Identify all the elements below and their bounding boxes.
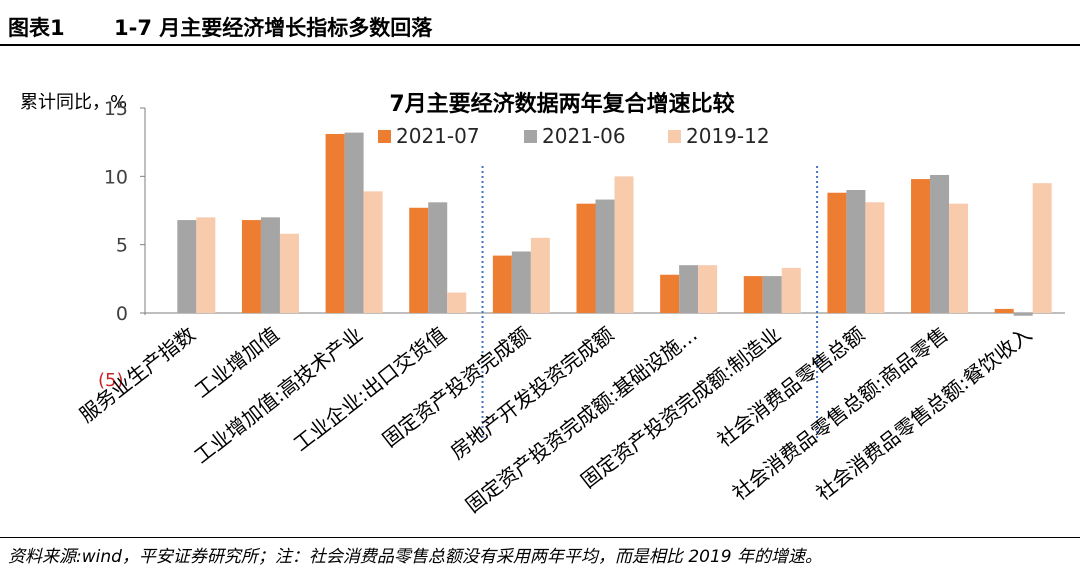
bar-2021-07 [743,276,763,313]
legend-swatch [668,130,681,143]
y-tick-label: 0 [116,303,128,325]
bar-2019-12 [530,237,550,313]
legend-swatch [524,130,537,143]
bar-2021-06 [428,202,448,313]
chart-title: 7月主要经济数据两年复合增速比较 [389,91,734,117]
figure-label: 图表1 [8,16,65,40]
bar-2019-12 [279,233,299,313]
bar-2019-12 [196,217,216,313]
bar-2021-06 [595,199,615,313]
bar-2021-07 [660,274,680,313]
category-label: 固定资产投资完成额 [378,322,535,452]
bar-2019-12 [1032,183,1052,313]
bar-2021-06 [260,217,280,313]
bar-2021-07 [911,179,931,313]
bar-2021-06 [762,276,782,313]
y-tick-label: 10 [104,166,128,188]
bar-2021-07 [492,255,512,313]
category-label: 工业企业:出口交货值 [289,322,451,456]
bar-2019-12 [949,203,969,313]
source-note: 资料来源:wind，平安证券研究所；注：社会消费品零售总额没有采用两年平均，而是… [8,547,822,567]
bar-2021-07 [576,203,596,313]
category-labels-layer: 服务业生产指数工业增加值工业增加值:高技术产业工业企业:出口交货值固定资产投资完… [75,322,1036,517]
figure-title: 1-7 月主要经济增长指标多数回落 [114,16,433,40]
bar-2021-06 [1013,313,1033,316]
bar-2021-06 [511,251,531,313]
bar-2019-12 [447,292,467,313]
category-label: 服务业生产指数 [75,322,200,427]
legend: 2021-07 2021-06 2019-12 [378,124,770,148]
bar-2019-12 [781,267,801,313]
bar-2019-12 [698,265,718,313]
bar-2021-06 [846,190,866,313]
bar-2019-12 [865,202,885,313]
bar-2021-07 [325,133,345,313]
bar-2019-12 [363,191,383,313]
bar-2021-06 [930,174,950,313]
annotation-marker: (5) [98,370,124,391]
y-tick-label: 15 [104,98,128,120]
bar-2021-07 [827,192,847,313]
bar-chart: 7月主要经济数据两年复合增速比较 累计同比，% (5) 0 5 10 15 服务业生产… [20,91,1065,517]
legend-label: 2019-12 [686,124,770,148]
bar-2021-07 [241,220,261,313]
footer-rule [0,537,1080,538]
legend-label: 2021-06 [542,124,626,148]
bar-2021-07 [409,207,429,313]
y-axis-label: 累计同比，% [20,92,127,113]
header-rule [0,44,1080,46]
y-tick-label: 5 [116,235,128,257]
legend-swatch [378,130,391,143]
category-label: 社会消费品零售总额 [712,322,869,452]
bar-2019-12 [614,176,634,313]
bar-2021-07 [994,308,1014,313]
bar-2021-06 [177,220,197,313]
bars-layer [177,132,1052,316]
legend-label: 2021-07 [396,124,480,148]
bar-2021-06 [344,132,364,313]
bar-2021-06 [679,265,699,313]
figure-header: 图表1 1-7 月主要经济增长指标多数回落 [0,0,1080,46]
